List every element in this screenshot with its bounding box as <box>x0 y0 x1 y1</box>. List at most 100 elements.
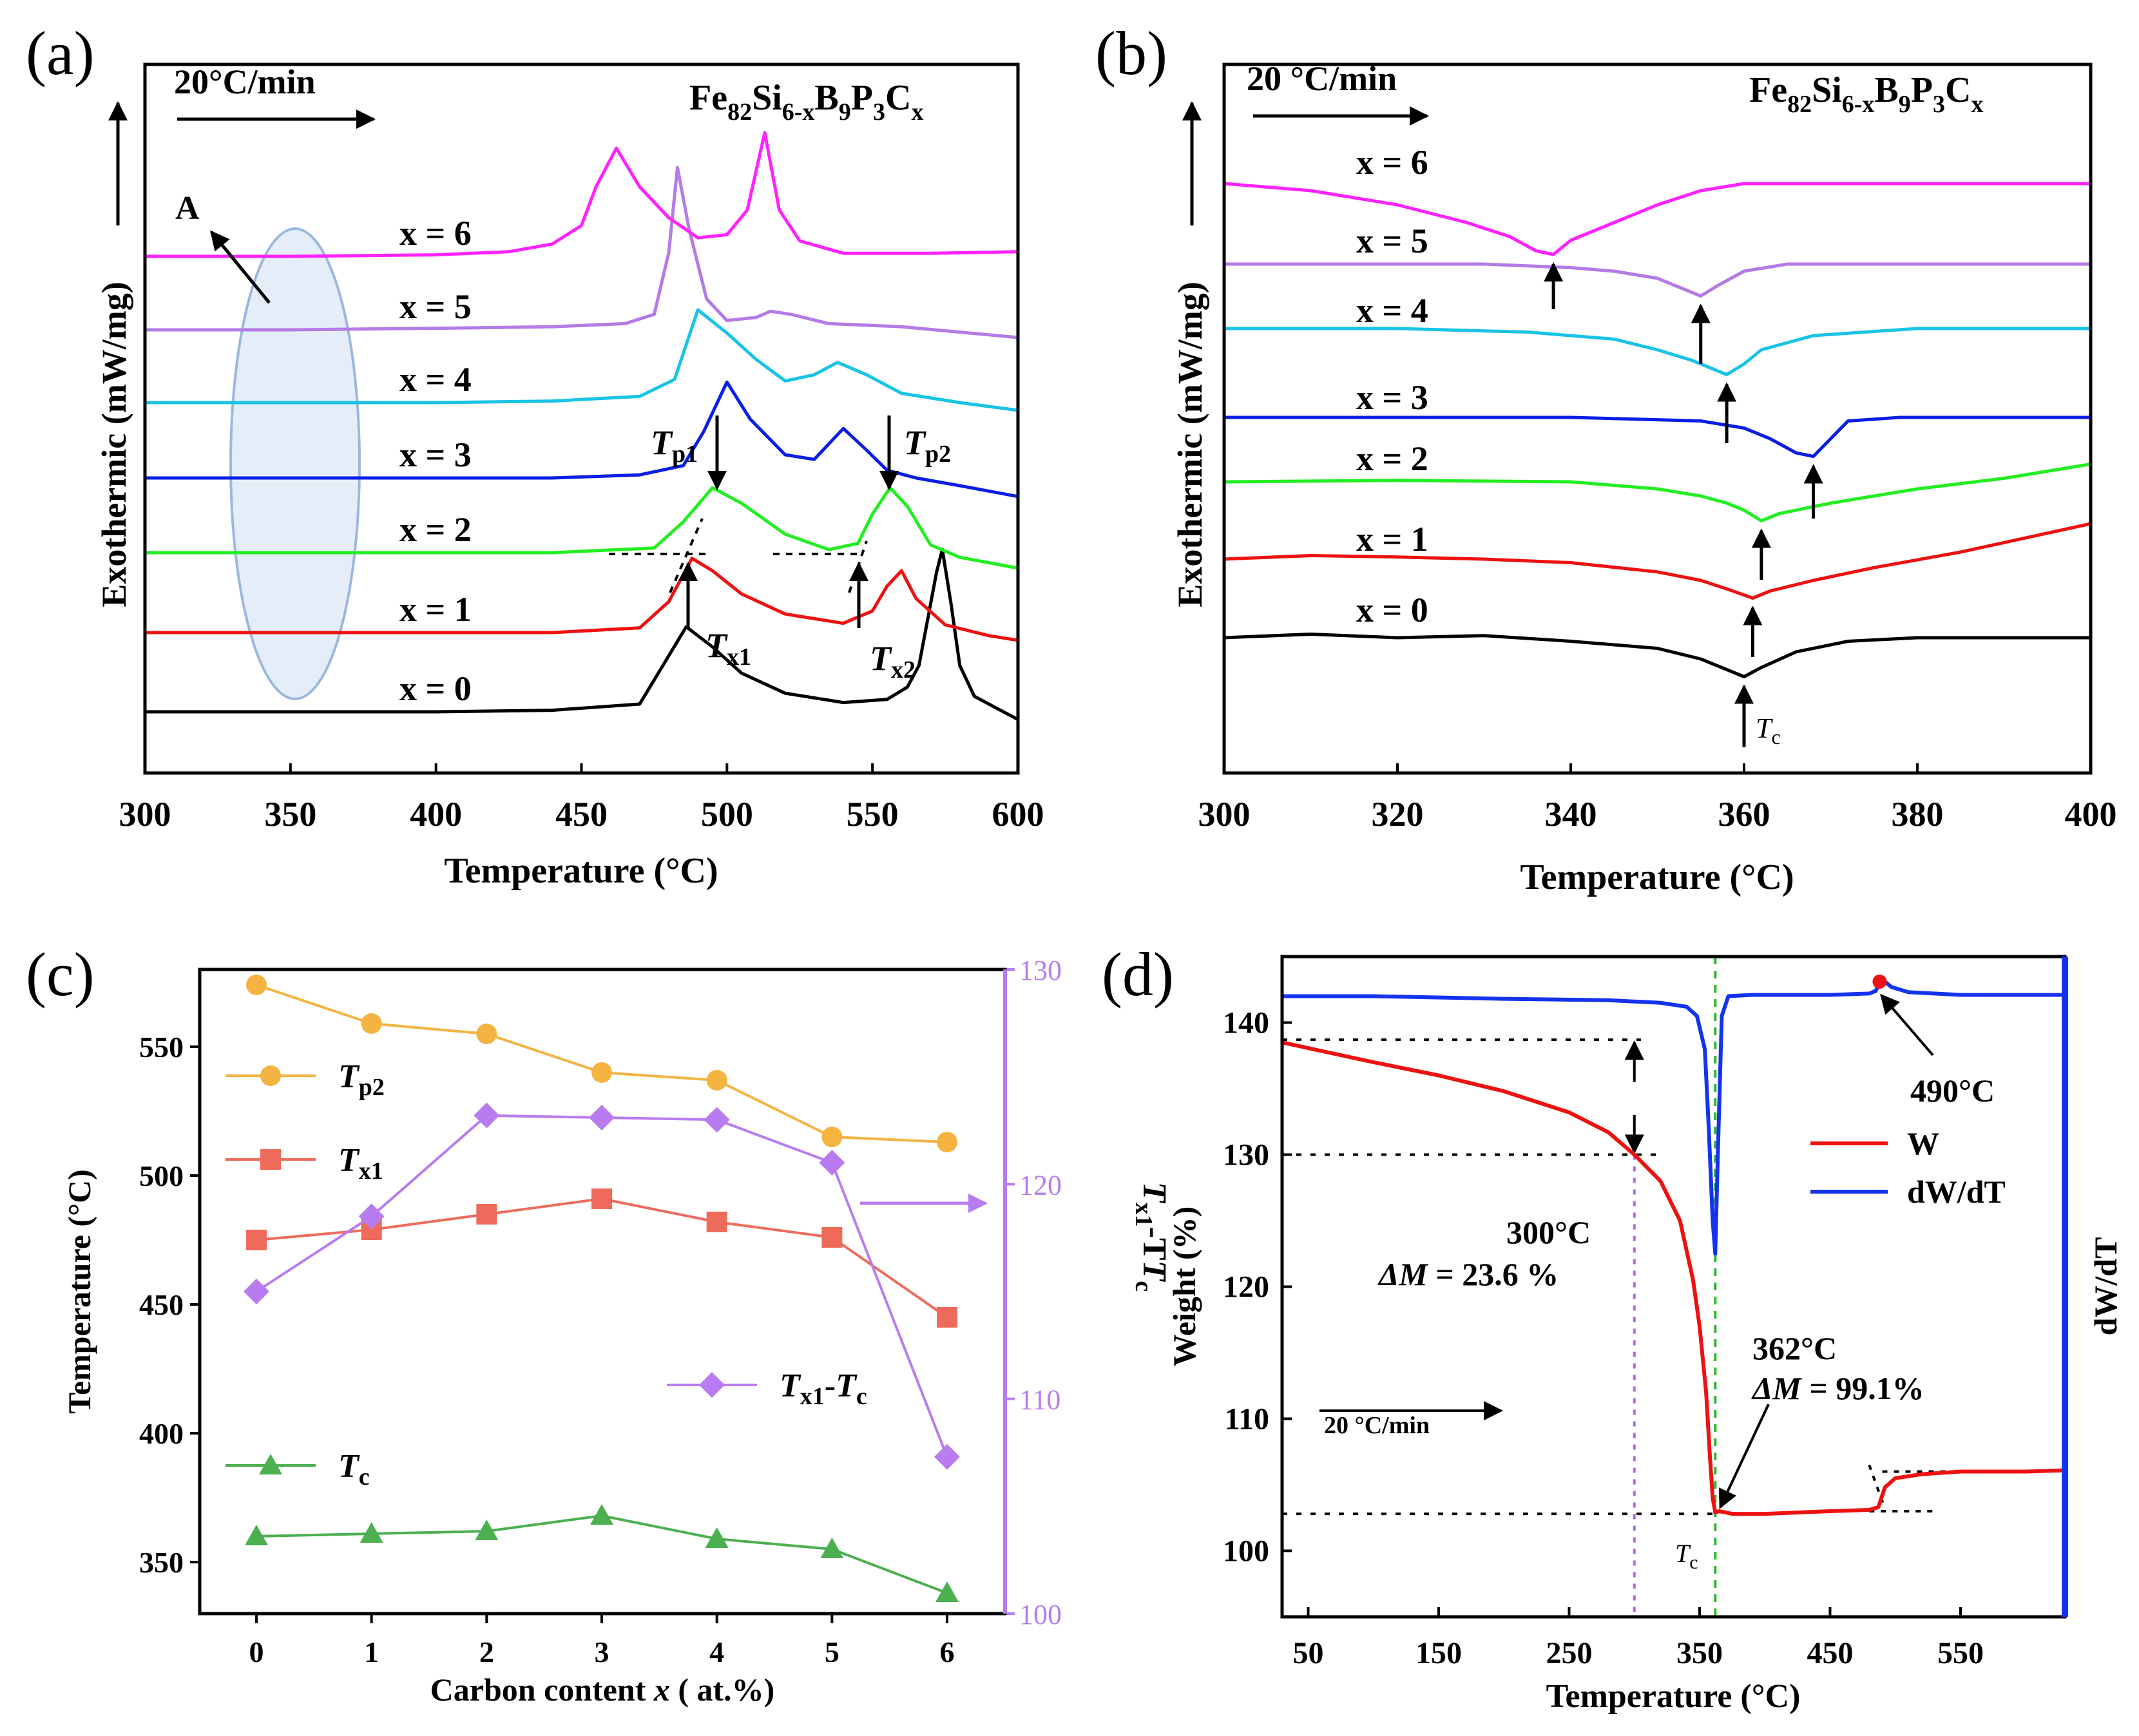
region-a-ellipse <box>229 227 361 700</box>
panel-b-rate: 20 °C/min <box>1247 59 1397 98</box>
b-xtick-label: 360 <box>1718 795 1770 834</box>
c-point-0 <box>246 975 267 995</box>
c-ytick-right-label: 110 <box>1019 1384 1060 1416</box>
series-b-line-4 <box>1224 327 2091 376</box>
c-legend-marker-1 <box>260 1149 281 1170</box>
c-legend-marker-2 <box>259 1454 282 1474</box>
c-xtick-label: 0 <box>249 1636 264 1668</box>
series-b-label-0: x = 0 <box>1356 591 1428 629</box>
series-a-line-5 <box>145 166 1019 339</box>
c-legend-label-1: Tx1 <box>338 1142 383 1185</box>
d-xtick-label: 550 <box>1937 1636 1984 1670</box>
annotation-362: 362°C <box>1752 1330 1837 1366</box>
panel-c-plot: 0 1 2 3 4 5 6 350 400 450 500 550 100 110 120 130 <box>139 955 1062 1668</box>
panel-b-xlabel: Temperature (°C) <box>1520 857 1794 897</box>
b-xtick-label: 400 <box>2065 795 2117 834</box>
b-xtick-label: 300 <box>1198 795 1251 834</box>
c-xtick-label: 5 <box>825 1636 839 1668</box>
series-a-label-1: x = 1 <box>399 590 472 629</box>
c-ytick-right-label: 130 <box>1019 955 1062 986</box>
d-xtick-label: 350 <box>1676 1636 1723 1670</box>
c-point-2 <box>705 1527 729 1548</box>
panel-d: (d) 50 150 250 350 450 550 100 110 120 130 140 Tem… <box>1102 940 2124 1715</box>
panel-a-rate: 20°C/min <box>174 62 316 101</box>
d-xtick-label: 150 <box>1415 1636 1462 1670</box>
c-xtick-label: 2 <box>479 1636 494 1668</box>
c-point-3 <box>589 1105 615 1130</box>
c-point-2 <box>245 1525 268 1545</box>
c-ytick-label: 550 <box>139 1031 184 1064</box>
series-a-line-4 <box>145 308 1019 412</box>
panel-a-xticks: 300 350 400 450 500 550 600 <box>119 763 1044 834</box>
panel-d-ylabel-right: dW/dT <box>2087 1237 2124 1336</box>
panel-d-plot: 50 150 250 350 450 550 100 110 120 130 140 <box>1223 957 2066 1670</box>
panel-d-rate: 20 °C/min <box>1324 1412 1430 1439</box>
panel-b: (b) x = 0x = 1x = 2x = 3x = 4x = 5x = 6 … <box>1095 19 2117 897</box>
c-point-2 <box>935 1581 959 1602</box>
panel-d-label: (d) <box>1102 940 1174 1009</box>
panel-b-tc-label: Tc <box>1756 712 1781 749</box>
series-a-label-6: x = 6 <box>399 214 472 253</box>
series-a-line-1 <box>145 557 1019 642</box>
c-point-0 <box>361 1013 382 1034</box>
series-b-label-4: x = 4 <box>1356 291 1428 330</box>
d-ytick-label: 100 <box>1223 1534 1269 1569</box>
annotation-490-arrow <box>1880 993 1934 1056</box>
a-xtick-label: 450 <box>555 795 608 834</box>
panel-b-xticks: 300 320 340 360 380 400 <box>1198 763 2117 834</box>
d-ytick-label: 130 <box>1223 1138 1269 1172</box>
c-point-3 <box>704 1107 730 1133</box>
a-xtick-label: 300 <box>119 795 171 834</box>
series-a-line-2 <box>145 486 1019 570</box>
b-xtick-label: 340 <box>1545 795 1597 834</box>
c-legend-label-0: Tp2 <box>338 1058 385 1101</box>
series-a-line-6 <box>145 131 1019 258</box>
d-legend-label-1: dW/dT <box>1907 1174 2006 1210</box>
a-xtick-label: 550 <box>847 795 899 834</box>
label-Tp1: Tp1 <box>651 423 698 468</box>
annotation-362-arrow <box>1718 1404 1770 1509</box>
tangent-Tx2-slope <box>848 540 868 593</box>
panel-c-ylabel: Temperature (°C) <box>61 1169 97 1414</box>
d-point-490 <box>1872 974 1887 989</box>
series-a-label-5: x = 5 <box>399 287 472 326</box>
c-legend-marker-0 <box>260 1065 281 1086</box>
panel-a-xlabel: Temperature (°C) <box>444 851 718 891</box>
series-b-label-6: x = 6 <box>1356 143 1428 182</box>
label-Tp2: Tp2 <box>904 423 951 468</box>
c-series-line-2 <box>256 1514 948 1594</box>
panel-b-label: (b) <box>1095 19 1167 88</box>
c-point-0 <box>821 1127 843 1147</box>
c-point-2 <box>475 1520 499 1540</box>
c-point-2 <box>590 1504 613 1525</box>
annotation-dm1: ΔM = 23.6 % <box>1377 1256 1559 1292</box>
c-point-1 <box>821 1227 843 1248</box>
c-point-1 <box>246 1230 267 1250</box>
c-legend-label-2: Tc <box>338 1448 370 1491</box>
d-ytick-label: 110 <box>1225 1402 1269 1436</box>
series-b-line-2 <box>1223 463 2091 522</box>
panel-a-ylabel: Exothermic (mW/mg) <box>95 281 133 607</box>
annotation-300: 300°C <box>1506 1214 1591 1250</box>
annotation-dm2: ΔM = 99.1% <box>1751 1370 1924 1406</box>
d-xtick-label: 50 <box>1293 1636 1324 1670</box>
a-xtick-label: 400 <box>410 795 462 834</box>
panel-c-label: (c) <box>26 940 95 1009</box>
panel-b-frame <box>1222 62 2093 775</box>
c-point-0 <box>476 1024 497 1044</box>
series-b-line-1 <box>1223 522 2091 600</box>
c-ytick-label: 500 <box>139 1159 184 1192</box>
panel-c-xlabel: Carbon content x ( at.%) <box>430 1672 775 1708</box>
panel-d-legend: WdW/dT <box>1810 1125 2006 1210</box>
c-point-1 <box>591 1188 612 1209</box>
annotation-A-arrow <box>210 230 271 304</box>
d-legend-label-0: W <box>1907 1125 1939 1161</box>
panel-a: (a) x = 0x = 1x = 2x = 3x = 4x = 5x = 6 … <box>26 19 1044 891</box>
panel-b-tc-arrows <box>1544 262 1823 747</box>
c-point-1 <box>706 1212 727 1232</box>
series-a-label-0: x = 0 <box>399 669 472 708</box>
series-b-label-2: x = 2 <box>1356 439 1428 478</box>
c-point-1 <box>476 1204 497 1225</box>
panel-b-composition: Fe82Si6-xB9P3Cx <box>1749 70 1983 118</box>
